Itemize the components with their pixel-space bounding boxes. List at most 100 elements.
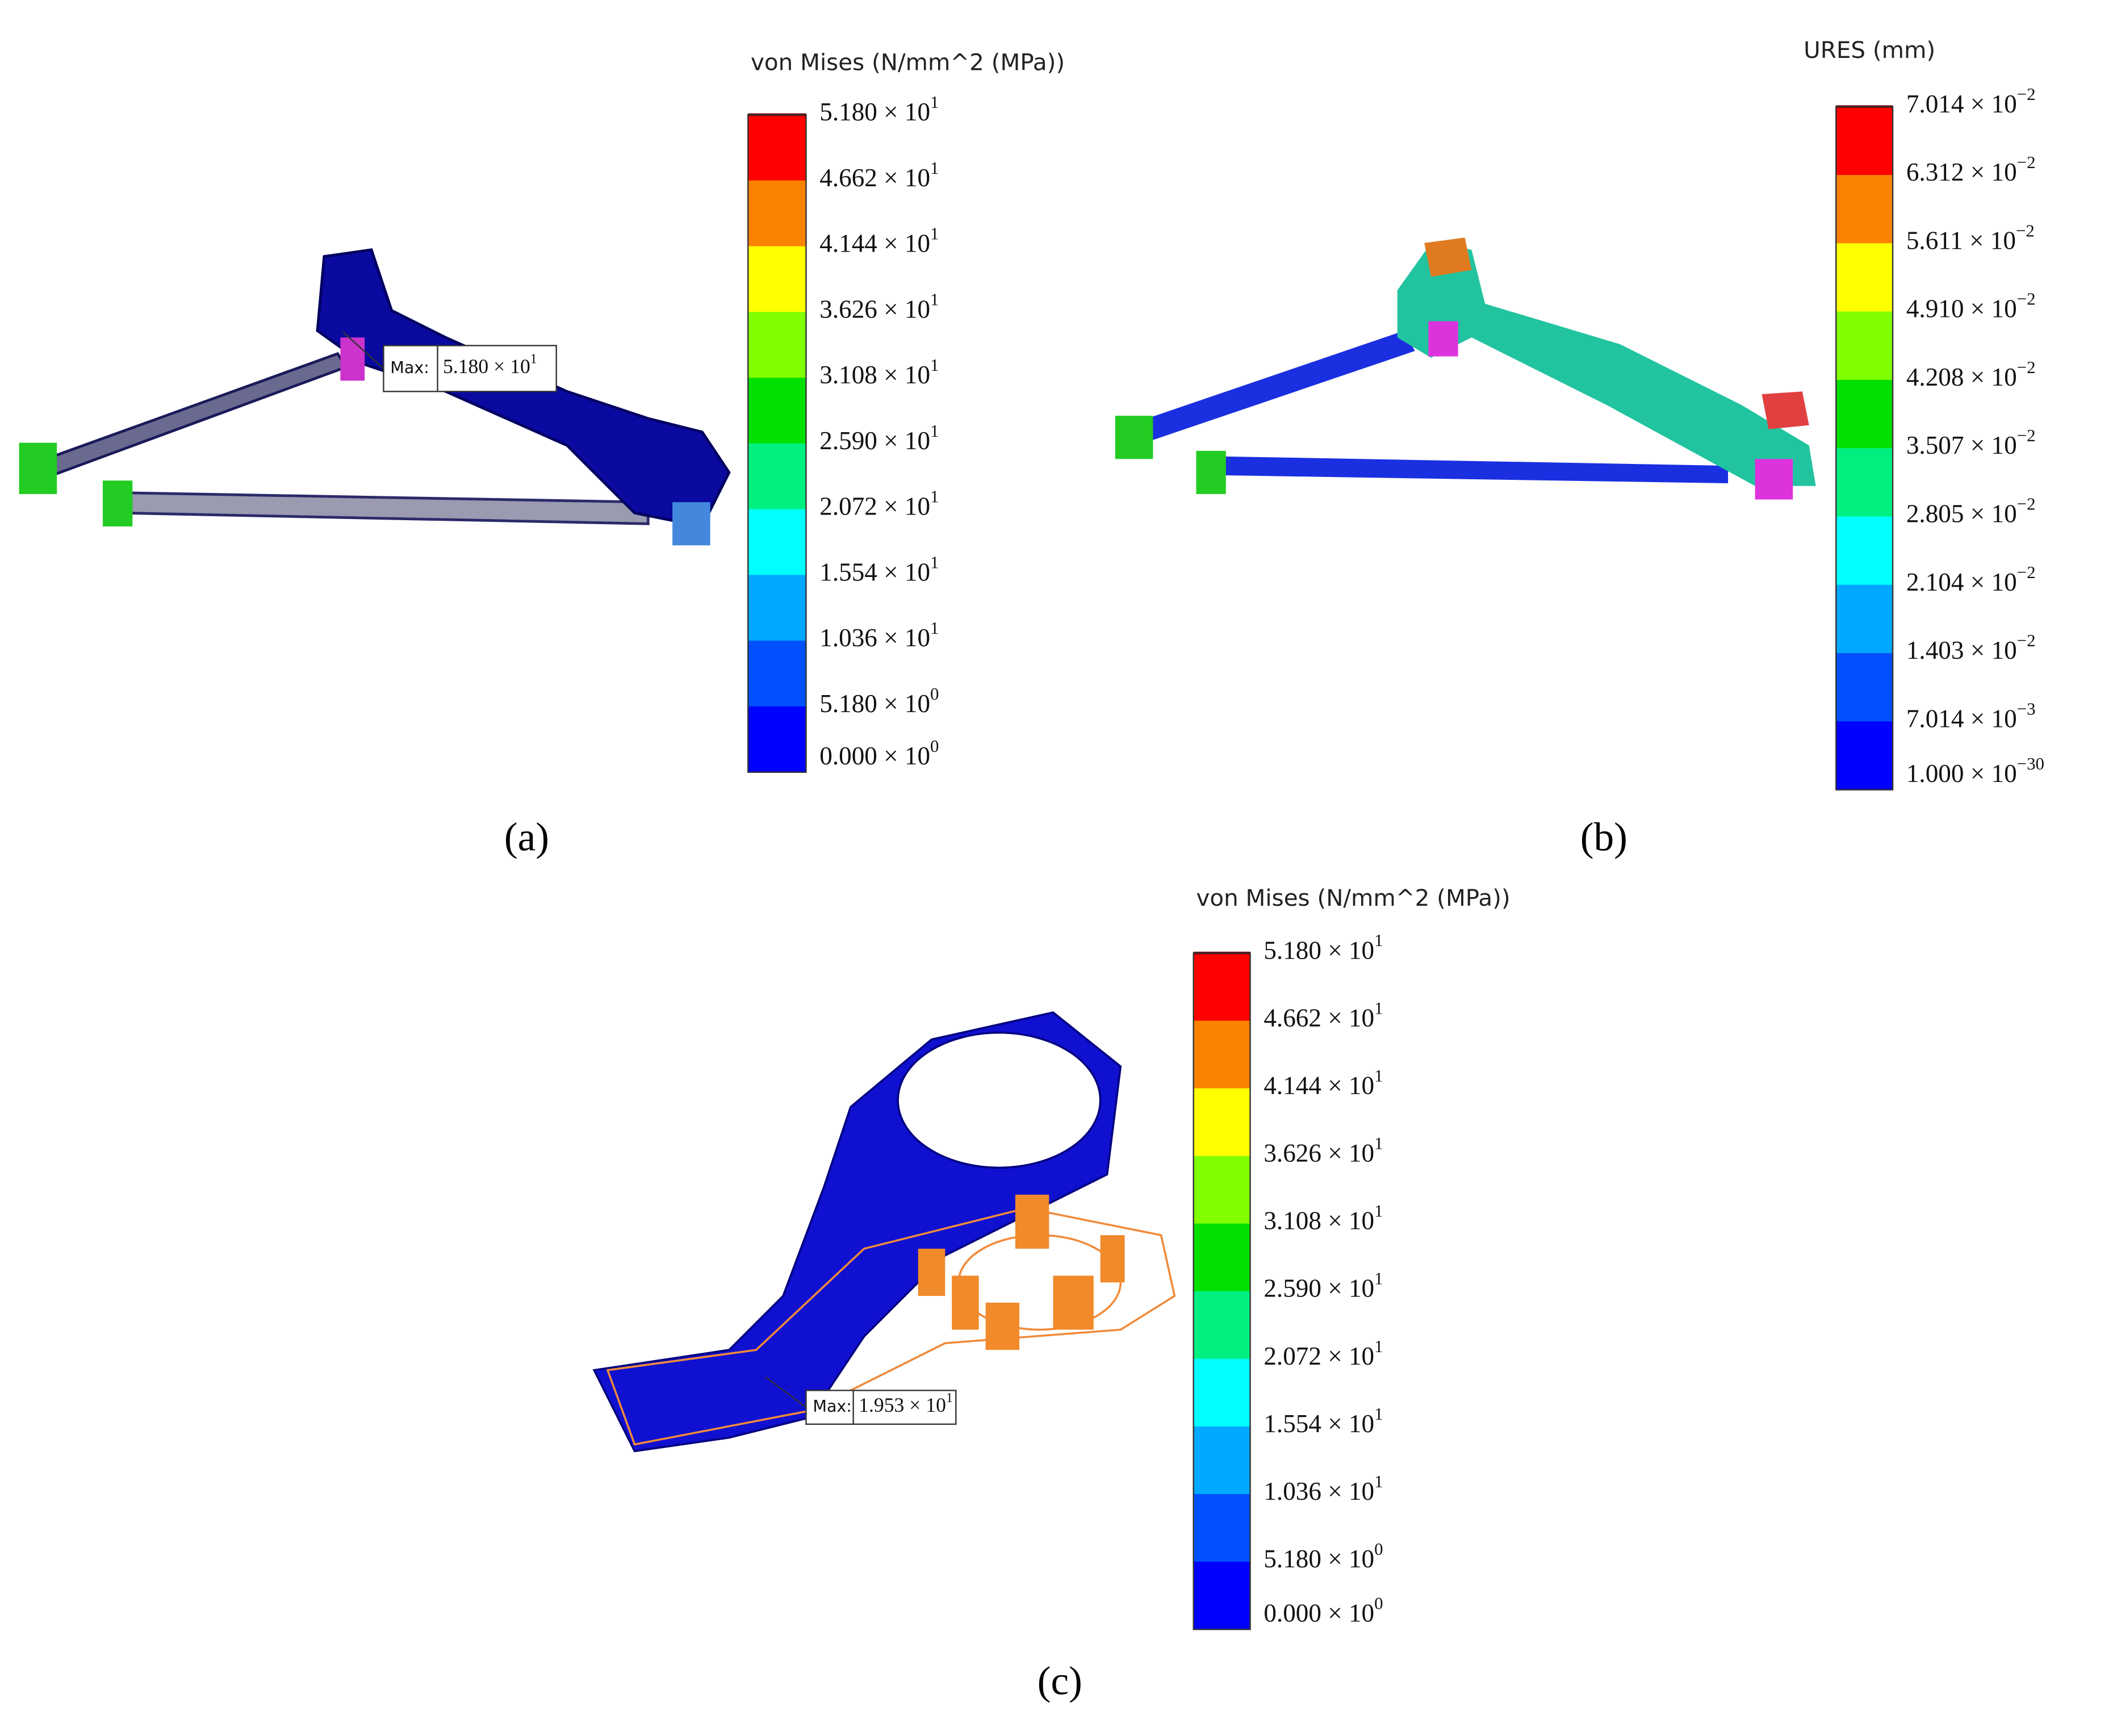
tick-exponent: 1 bbox=[930, 158, 939, 178]
tick-label: 3.108 × 101 bbox=[1263, 1201, 1383, 1235]
tick-label: 5.180 × 101 bbox=[819, 92, 939, 126]
annotation-exponent: 1 bbox=[946, 1391, 953, 1405]
colorbar-band bbox=[1193, 1494, 1250, 1563]
colorbar-band bbox=[1193, 1426, 1250, 1495]
colorbar-band bbox=[1193, 1358, 1250, 1428]
tick-mantissa: 0.000 × 10 bbox=[1263, 1599, 1374, 1628]
tick-label: 4.144 × 101 bbox=[819, 224, 939, 258]
tick-exponent: 0 bbox=[930, 736, 939, 756]
tick-exponent: 1 bbox=[1374, 1133, 1383, 1153]
tick-label: 3.626 × 101 bbox=[819, 289, 939, 323]
colorbar-band bbox=[748, 706, 806, 773]
tick-exponent: 1 bbox=[1374, 1201, 1383, 1221]
tick-label: 2.072 × 101 bbox=[819, 487, 939, 521]
colorbar-band bbox=[1836, 106, 1893, 176]
colorbar-band bbox=[1193, 1562, 1250, 1630]
annotation-box bbox=[383, 345, 557, 392]
colorbar-band bbox=[748, 115, 806, 182]
panel-label: (c) bbox=[1037, 1658, 1082, 1703]
tick-label: 5.180 × 100 bbox=[1263, 1539, 1383, 1573]
tick-label: 7.014 × 10−3 bbox=[1906, 698, 2036, 733]
tick-exponent: 1 bbox=[1374, 1336, 1383, 1356]
colorbar-frame bbox=[1835, 106, 1894, 790]
tick-exponent: −30 bbox=[2017, 754, 2044, 773]
annotation-value: 5.180 × 101 bbox=[443, 352, 537, 378]
tick-mantissa: 5.180 × 10 bbox=[819, 98, 930, 126]
tick-mantissa: 1.000 × 10 bbox=[1906, 759, 2017, 788]
tick-label: 5.180 × 101 bbox=[1263, 930, 1383, 964]
tick-mantissa: 1.554 × 10 bbox=[1263, 1409, 1374, 1438]
tick-label: 3.626 × 101 bbox=[1263, 1133, 1383, 1168]
tick-exponent: 0 bbox=[1374, 1593, 1383, 1613]
annotation-prefix: Max: bbox=[390, 358, 429, 377]
legend-title: von Mises (N/mm^2 (MPa)) bbox=[751, 49, 1065, 76]
tick-mantissa: 5.611 × 10 bbox=[1906, 227, 2016, 255]
tick-mantissa: 2.104 × 10 bbox=[1906, 568, 2017, 596]
colorbar-band bbox=[748, 180, 806, 247]
tick-exponent: 1 bbox=[1374, 1471, 1383, 1491]
colorbar-band bbox=[1836, 175, 1893, 244]
colorbar-band bbox=[1836, 243, 1893, 312]
colorbar-frame bbox=[747, 114, 807, 773]
colorbar-band bbox=[1836, 653, 1893, 722]
tick-exponent: 0 bbox=[1374, 1539, 1383, 1559]
tick-mantissa: 5.180 × 10 bbox=[1263, 936, 1374, 965]
colorbar-band bbox=[1193, 1156, 1250, 1224]
tick-mantissa: 1.403 × 10 bbox=[1906, 636, 2017, 664]
tick-label: 1.554 × 101 bbox=[819, 552, 939, 586]
tick-mantissa: 1.036 × 10 bbox=[819, 624, 930, 652]
tick-mantissa: 3.507 × 10 bbox=[1906, 432, 2017, 460]
colorbar-band bbox=[748, 378, 806, 445]
colorbar-band bbox=[748, 641, 806, 708]
tick-label: 3.108 × 101 bbox=[819, 355, 939, 389]
colorbar-band bbox=[1193, 1223, 1250, 1292]
colorbar-band bbox=[748, 509, 806, 576]
tick-exponent: 1 bbox=[930, 355, 939, 375]
tick-label: 0.000 × 100 bbox=[1263, 1593, 1383, 1628]
colorbar-band bbox=[1836, 311, 1893, 381]
tick-label: 1.403 × 10−2 bbox=[1906, 630, 2036, 664]
tick-label: 7.014 × 10−2 bbox=[1906, 84, 2036, 118]
annotation-box bbox=[805, 1390, 957, 1425]
tick-label: 3.507 × 10−2 bbox=[1906, 425, 2036, 459]
tick-mantissa: 4.144 × 10 bbox=[819, 229, 930, 258]
colorbar-band bbox=[748, 443, 806, 510]
colorbar-band bbox=[748, 575, 806, 642]
annotation-leader bbox=[342, 331, 384, 369]
tick-mantissa: 0.000 × 10 bbox=[819, 742, 930, 770]
tick-exponent: −2 bbox=[2017, 425, 2036, 445]
tick-exponent: −2 bbox=[2017, 152, 2036, 172]
tick-label: 4.208 × 10−2 bbox=[1906, 357, 2036, 391]
tick-label: 1.036 × 101 bbox=[819, 618, 939, 652]
tick-label: 5.611 × 10−2 bbox=[1906, 220, 2035, 254]
colorbar-band bbox=[1193, 1291, 1250, 1360]
colorbar-band bbox=[1836, 584, 1893, 654]
tick-mantissa: 3.108 × 10 bbox=[1263, 1207, 1374, 1235]
tick-exponent: 1 bbox=[930, 224, 939, 244]
tick-label: 2.805 × 10−2 bbox=[1906, 494, 2036, 528]
tick-mantissa: 7.014 × 10 bbox=[1906, 90, 2017, 118]
tick-mantissa: 2.590 × 10 bbox=[1263, 1274, 1374, 1303]
tick-exponent: 1 bbox=[1374, 1269, 1383, 1289]
tick-exponent: 1 bbox=[1374, 1066, 1383, 1086]
tick-mantissa: 2.805 × 10 bbox=[1906, 500, 2017, 528]
panel-label: (b) bbox=[1580, 815, 1628, 860]
tick-exponent: 1 bbox=[930, 618, 939, 638]
colorbar-band bbox=[1836, 379, 1893, 449]
colorbar-band bbox=[748, 312, 806, 379]
annotation-exponent: 1 bbox=[530, 352, 537, 367]
annotation-leader bbox=[765, 1376, 807, 1408]
annotation-mantissa: 1.953 × 10 bbox=[859, 1394, 946, 1416]
tick-mantissa: 4.208 × 10 bbox=[1906, 363, 2017, 391]
tick-mantissa: 7.014 × 10 bbox=[1906, 705, 2017, 733]
annotation-value: 1.953 × 101 bbox=[859, 1391, 953, 1416]
tick-exponent: −2 bbox=[2017, 562, 2036, 582]
tick-label: 1.554 × 101 bbox=[1263, 1404, 1383, 1438]
tick-exponent: 1 bbox=[930, 289, 939, 309]
tick-exponent: −2 bbox=[2016, 220, 2035, 240]
colorbar-band bbox=[1193, 1088, 1250, 1157]
panel: von Mises (N/mm^2 (MPa))5.180 × 1014.662… bbox=[765, 884, 1511, 1703]
tick-mantissa: 2.072 × 10 bbox=[1263, 1342, 1374, 1370]
tick-exponent: 1 bbox=[1374, 1404, 1383, 1424]
tick-exponent: 1 bbox=[1374, 930, 1383, 950]
